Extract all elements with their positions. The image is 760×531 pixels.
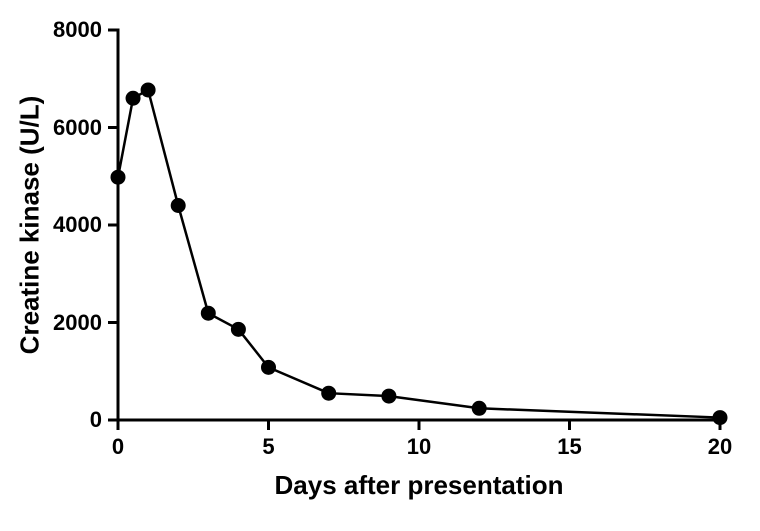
- x-tick-label: 0: [112, 434, 124, 460]
- y-tick-label: 4000: [53, 212, 102, 238]
- x-tick-label: 20: [708, 434, 732, 460]
- x-tick-label: 5: [262, 434, 274, 460]
- x-tick-label: 10: [407, 434, 431, 460]
- y-tick-label: 0: [90, 407, 102, 433]
- x-tick-label: 15: [557, 434, 581, 460]
- y-tick-label: 2000: [53, 310, 102, 336]
- y-tick-label: 8000: [53, 17, 102, 43]
- creatine-kinase-chart: Creatine kinase (U/L) Days after present…: [0, 0, 760, 531]
- y-tick-label: 6000: [53, 115, 102, 141]
